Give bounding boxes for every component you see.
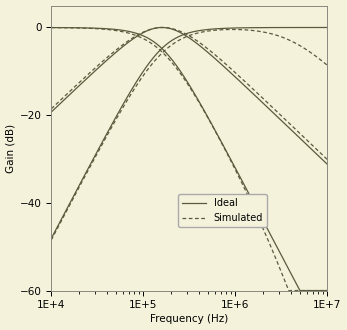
Y-axis label: Gain (dB): Gain (dB) [6,123,16,173]
X-axis label: Frequency (Hz): Frequency (Hz) [150,314,228,324]
Legend: Ideal, Simulated: Ideal, Simulated [178,194,267,227]
